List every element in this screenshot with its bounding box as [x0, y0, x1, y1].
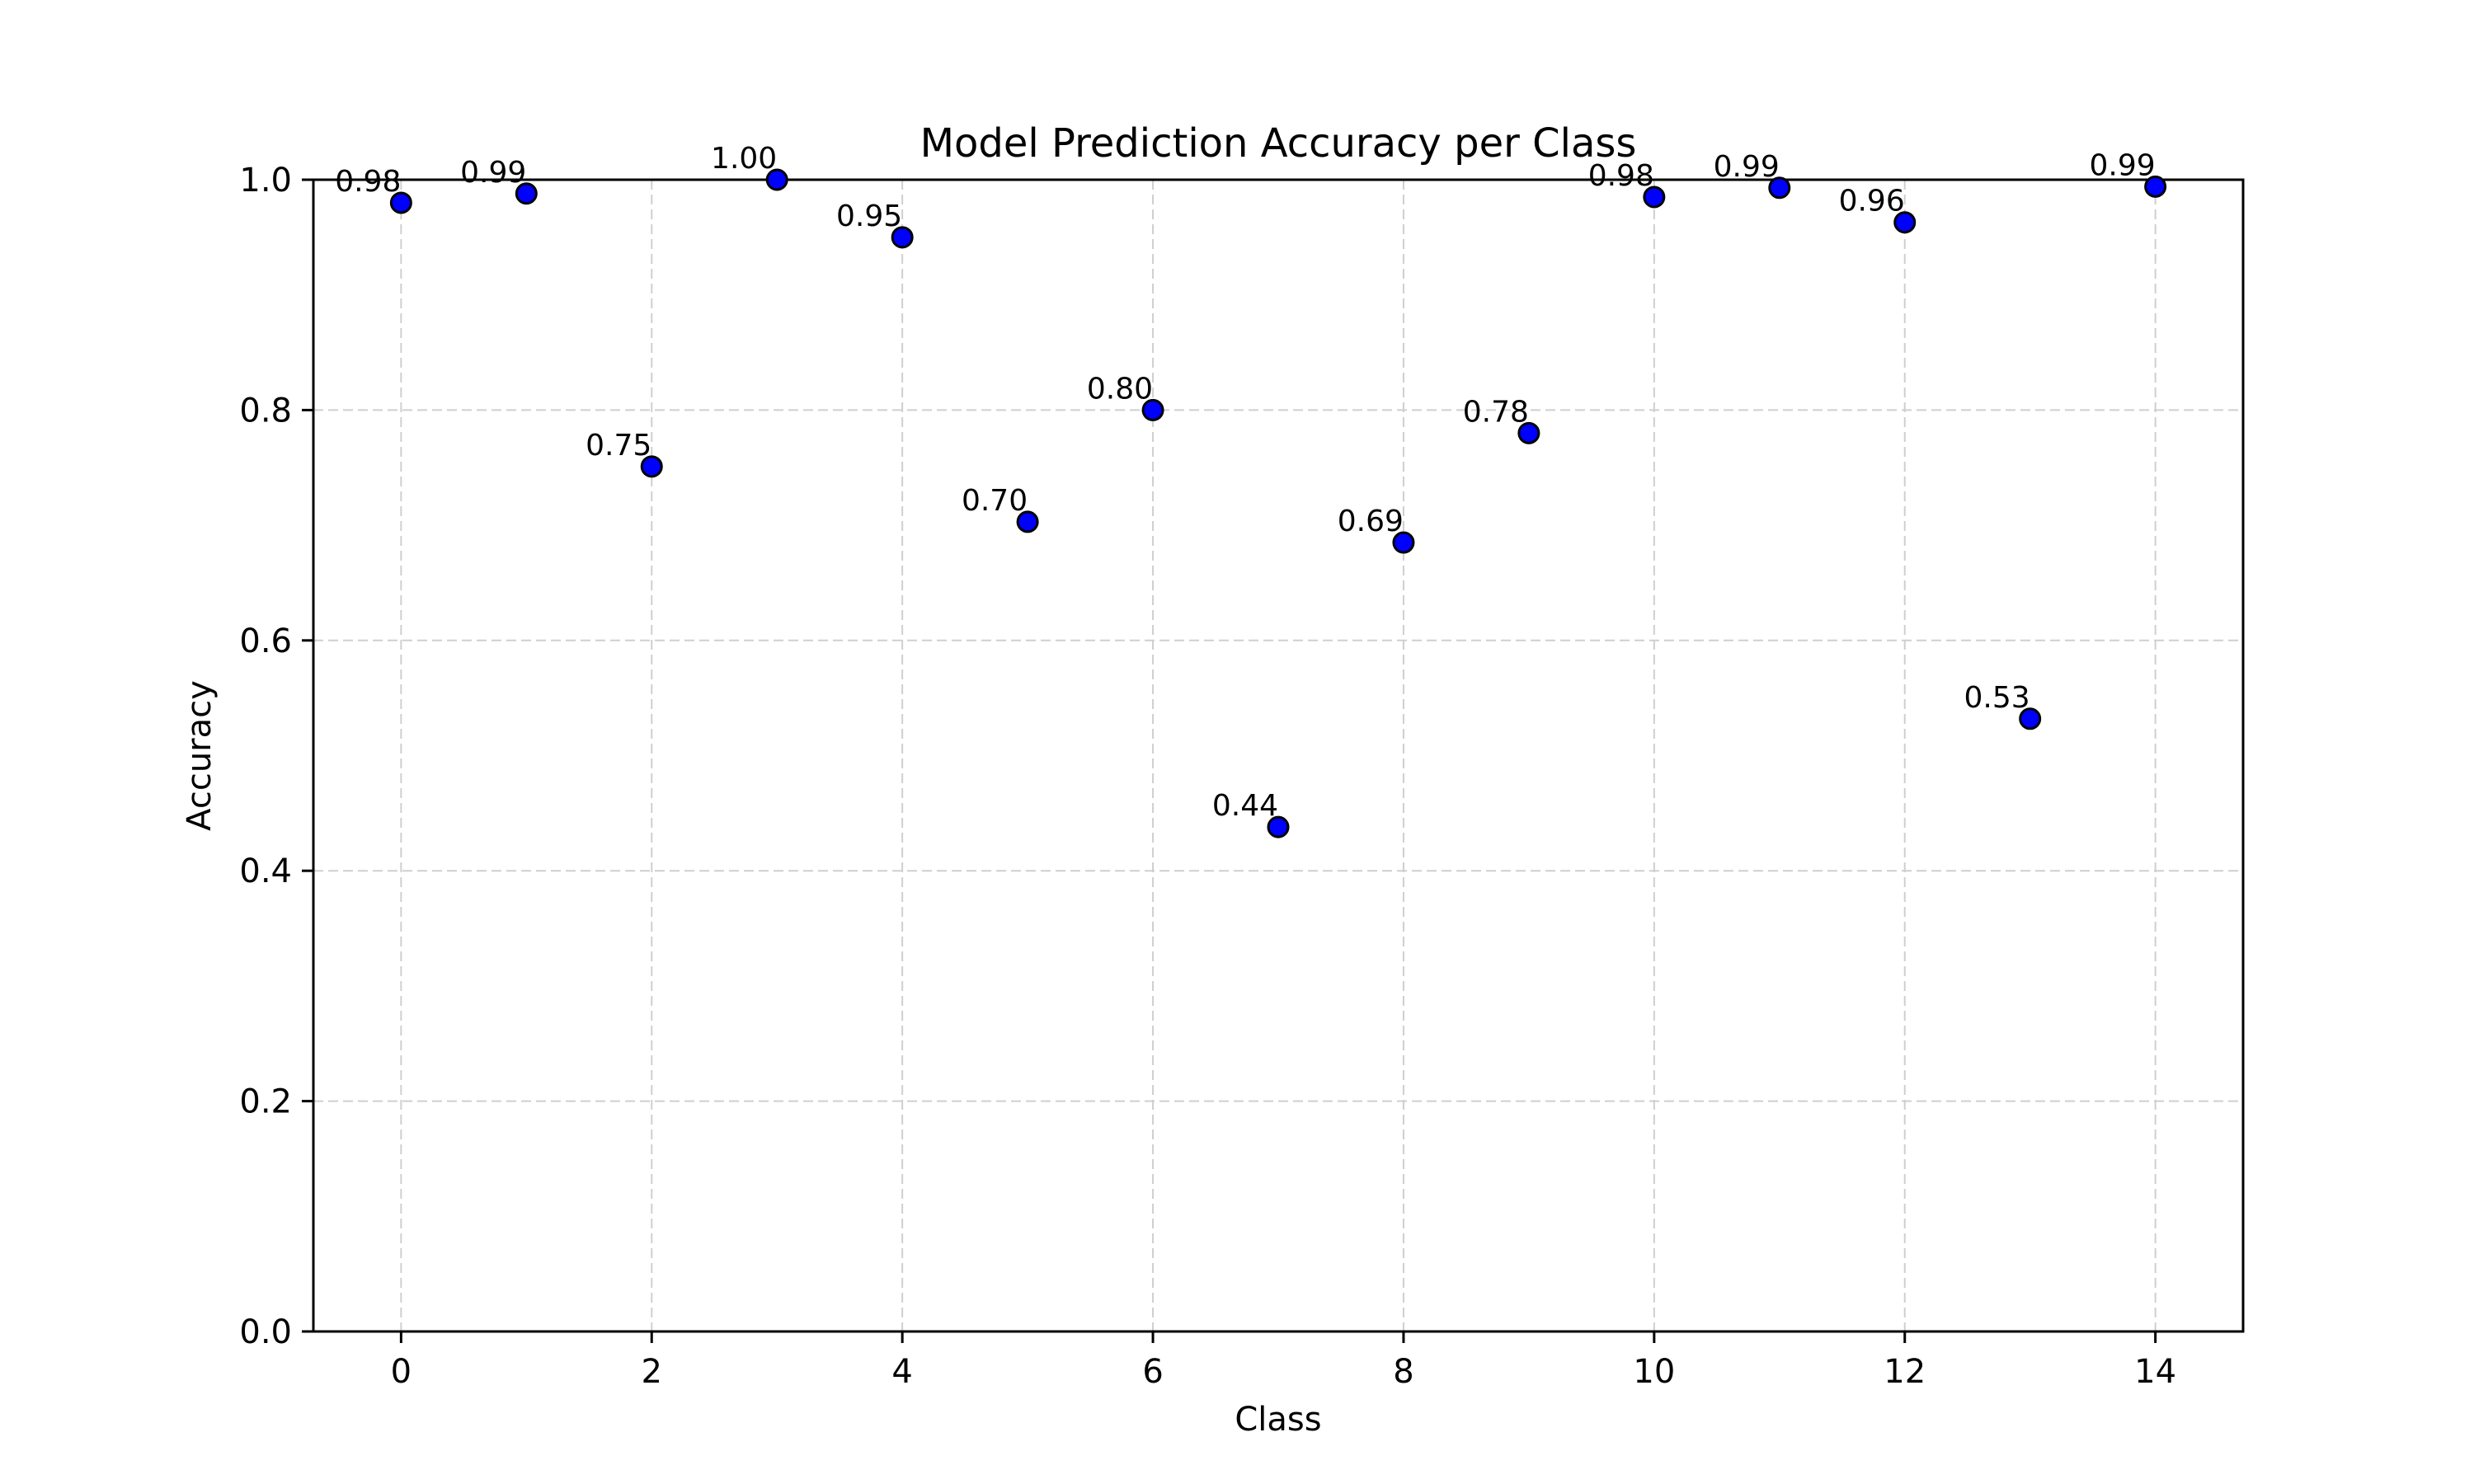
y-tick-label: 0.0: [239, 1313, 292, 1351]
ticks-layer: 0 2 4 6 8 10 12 14 0.0 0.2 0.4 0.6 0.8 1.0: [239, 162, 2176, 1391]
data-point: [1893, 211, 1917, 234]
data-label: 0.78: [1463, 395, 1529, 429]
data-point: [2019, 707, 2042, 730]
x-tick-label: 4: [891, 1353, 912, 1391]
x-tick-label: 14: [2134, 1353, 2176, 1391]
chart-title: Model Prediction Accuracy per Class: [920, 120, 1637, 167]
x-tick-label: 10: [1633, 1353, 1675, 1391]
data-point: [1643, 186, 1666, 209]
data-point: [640, 455, 663, 478]
y-tick-label: 0.8: [239, 392, 292, 430]
data-point: [389, 191, 412, 214]
plot-frame: [312, 178, 2245, 1333]
points-layer: [389, 168, 2167, 838]
y-tick-label: 1.0: [239, 162, 292, 200]
data-label: 0.95: [836, 200, 902, 233]
data-label: 0.75: [586, 429, 651, 463]
data-point: [1768, 176, 1791, 200]
x-tick-label: 2: [642, 1353, 662, 1391]
data-label: 1.00: [711, 142, 777, 176]
x-tick-label: 12: [1884, 1353, 1926, 1391]
data-label: 0.53: [1964, 681, 2030, 715]
data-point: [515, 182, 538, 205]
data-label: 0.44: [1212, 789, 1278, 823]
x-tick-label: 6: [1142, 1353, 1163, 1391]
data-label: 0.96: [1839, 185, 1905, 218]
x-axis-label: Class: [1235, 1401, 1321, 1439]
data-point: [1517, 421, 1540, 444]
data-point: [1141, 398, 1164, 421]
x-tick-label: 8: [1393, 1353, 1413, 1391]
data-label: 0.99: [2089, 148, 2155, 182]
data-label: 0.98: [335, 165, 401, 199]
data-point: [765, 168, 788, 191]
data-point: [891, 226, 914, 249]
y-tick-label: 0.2: [239, 1083, 292, 1121]
data-label: 0.99: [1714, 150, 1780, 184]
data-point: [1016, 510, 1039, 533]
data-label: 0.99: [460, 156, 526, 190]
data-point: [1392, 531, 1415, 554]
data-labels-layer: 0.98 0.99 0.75 1.00 0.95 0.70 0.80 0.44 0.69 0.78…: [335, 142, 2155, 823]
data-label: 0.70: [962, 484, 1028, 518]
x-tick-label: 0: [391, 1353, 412, 1391]
data-label: 0.80: [1087, 372, 1153, 406]
y-tick-label: 0.6: [239, 622, 292, 660]
y-tick-label: 0.4: [239, 852, 292, 890]
data-point: [1267, 815, 1290, 838]
data-label: 0.69: [1338, 505, 1404, 538]
data-label: 0.98: [1588, 159, 1654, 193]
y-axis-label: Accuracy: [181, 680, 219, 831]
data-point: [2144, 175, 2167, 198]
